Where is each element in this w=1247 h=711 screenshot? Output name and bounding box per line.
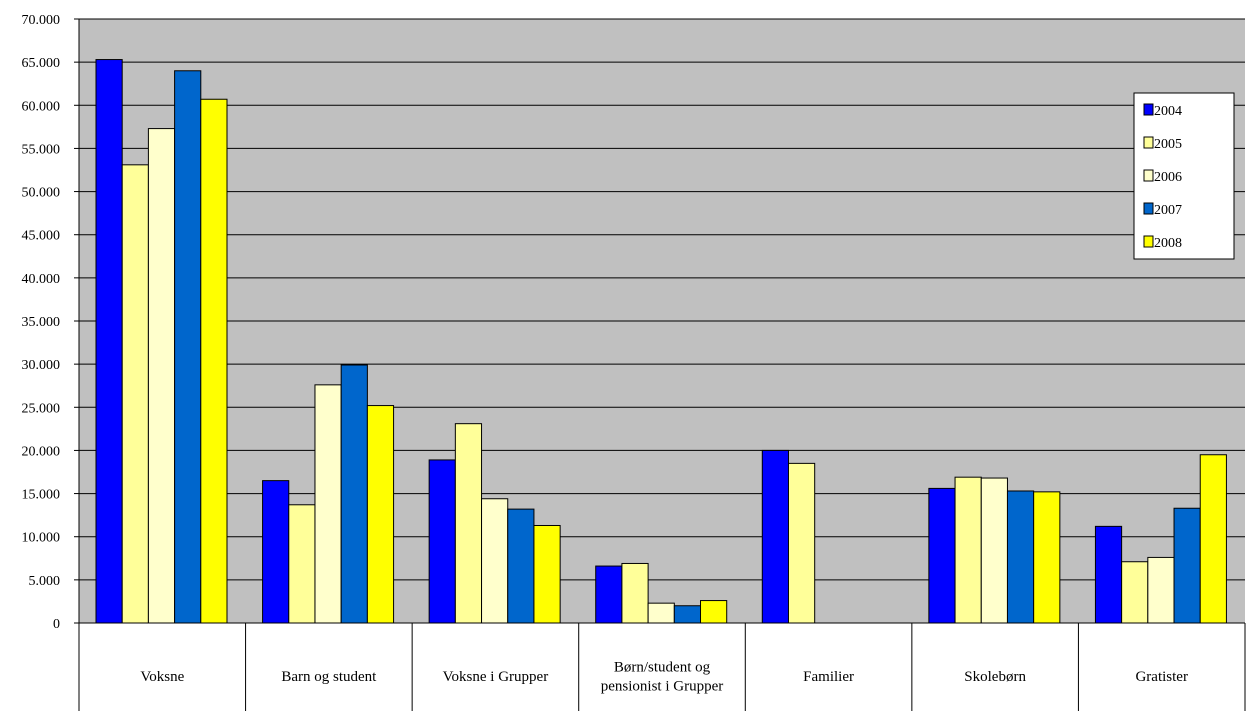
x-axis: Voksne Barn og student Voksne i Grupper Bør…	[78, 622, 1246, 711]
bar	[621, 562, 649, 624]
y-tick-label: 55.000	[22, 142, 61, 157]
bars	[95, 59, 1227, 624]
bar	[533, 524, 561, 624]
y-tick-label: 40.000	[22, 272, 61, 287]
bar	[174, 70, 202, 624]
y-tick-label: 45.000	[22, 229, 61, 244]
y-tick-label: 50.000	[22, 186, 61, 201]
bar	[1006, 490, 1035, 624]
y-tick-label: 35.000	[22, 315, 61, 330]
y-axis: 0 5.000 10.000 15.000 20.000 25.000 30.000 35.0…	[22, 13, 80, 632]
bar	[1199, 454, 1227, 624]
x-category-label: Gratister	[1135, 669, 1187, 685]
x-category-label: Voksne	[140, 669, 184, 685]
bar	[1121, 561, 1149, 624]
bar	[595, 565, 623, 624]
legend-swatch	[1143, 136, 1154, 149]
y-tick-label: 65.000	[22, 56, 61, 71]
legend-label: 2004	[1154, 104, 1182, 119]
bar	[288, 504, 316, 624]
x-category-label: Familier	[803, 669, 854, 685]
y-tick-label: 25.000	[22, 401, 61, 416]
bar	[340, 364, 368, 624]
bar	[980, 477, 1008, 624]
legend-swatch	[1143, 202, 1154, 215]
bar	[147, 128, 176, 624]
bar	[1033, 491, 1061, 624]
y-tick-label: 60.000	[22, 99, 61, 114]
legend-swatch	[1143, 103, 1154, 116]
bar	[95, 59, 123, 624]
legend-label: 2005	[1154, 137, 1182, 152]
bar	[1094, 525, 1123, 624]
legend: 2004 2005 2006 2007 2008	[1133, 92, 1235, 260]
bar	[787, 462, 816, 624]
bar	[481, 498, 509, 624]
bar	[700, 600, 728, 624]
bar	[761, 449, 789, 624]
y-tick-label: 15.000	[22, 488, 61, 503]
x-category-label: pensionist i Grupper	[601, 679, 723, 695]
bar	[428, 459, 456, 624]
bar	[507, 508, 535, 624]
y-tick-label: 5.000	[29, 574, 61, 589]
y-tick-label: 70.000	[22, 13, 61, 28]
bar	[454, 423, 483, 624]
bar	[366, 405, 395, 624]
y-tick-label: 20.000	[22, 444, 61, 459]
bar	[1173, 507, 1201, 624]
legend-label: 2008	[1154, 236, 1182, 251]
bar	[1147, 556, 1175, 624]
x-category-label: Skolebørn	[964, 669, 1026, 685]
bar	[673, 605, 702, 624]
bar	[121, 164, 149, 624]
bar	[928, 487, 956, 624]
bar	[647, 602, 675, 624]
legend-label: 2007	[1154, 203, 1182, 218]
bar	[314, 384, 342, 624]
legend-label: 2006	[1154, 170, 1182, 185]
bar	[262, 480, 290, 624]
legend-swatch	[1143, 235, 1154, 248]
bar	[200, 98, 228, 624]
x-category-label: Voksne i Grupper	[443, 669, 549, 685]
legend-swatch	[1143, 169, 1154, 182]
bar	[954, 476, 982, 624]
y-tick-label: 10.000	[22, 531, 61, 546]
y-tick-label: 30.000	[22, 358, 61, 373]
x-category-label: Børn/student og	[614, 660, 711, 676]
y-tick-label: 0	[53, 617, 60, 632]
x-category-label: Barn og student	[281, 669, 377, 685]
